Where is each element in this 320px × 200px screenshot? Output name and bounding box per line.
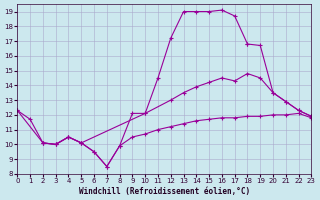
- X-axis label: Windchill (Refroidissement éolien,°C): Windchill (Refroidissement éolien,°C): [79, 187, 250, 196]
